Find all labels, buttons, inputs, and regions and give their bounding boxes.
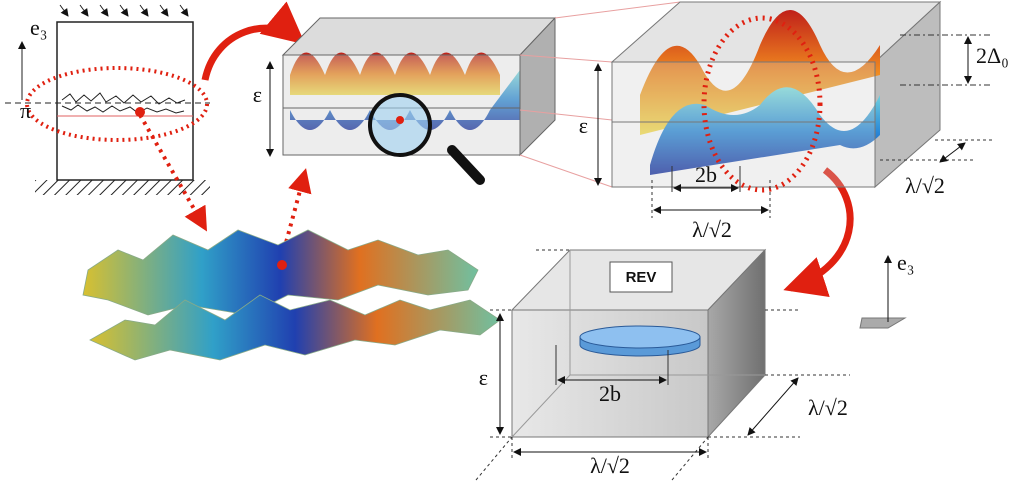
zoom-arrow [201,1,306,81]
axis-label: e₃ [30,15,47,40]
rev-title: REV [626,269,657,286]
height-label: ε [579,113,588,138]
height-label: ε [479,365,488,390]
rev-box: REV 2b ε λ/√2 λ/√2 [475,248,850,481]
asperity-label: 2b [695,162,717,187]
axis-icon: e₃ [859,250,914,329]
height-label: ε [253,82,262,107]
amplitude-label: 2Δ₀ [976,43,1009,68]
depth-label: λ/√2 [808,395,848,420]
dotted-arrow [138,114,207,232]
depth-label: λ/√2 [905,173,945,198]
width-label: λ/√2 [692,217,732,242]
crack-sketch: e₃ π [5,4,210,195]
rough-surface [82,229,501,361]
axis-label: e₃ [897,250,914,275]
zoom-box: ε [253,16,557,185]
detail-box: ε 2Δ₀ 2b λ/√2 λ/√2 [579,0,1009,242]
plane-label: π [20,98,31,123]
width-label: λ/√2 [590,453,630,478]
asperity-label: 2b [599,381,621,406]
zoom-arrow [783,167,854,297]
